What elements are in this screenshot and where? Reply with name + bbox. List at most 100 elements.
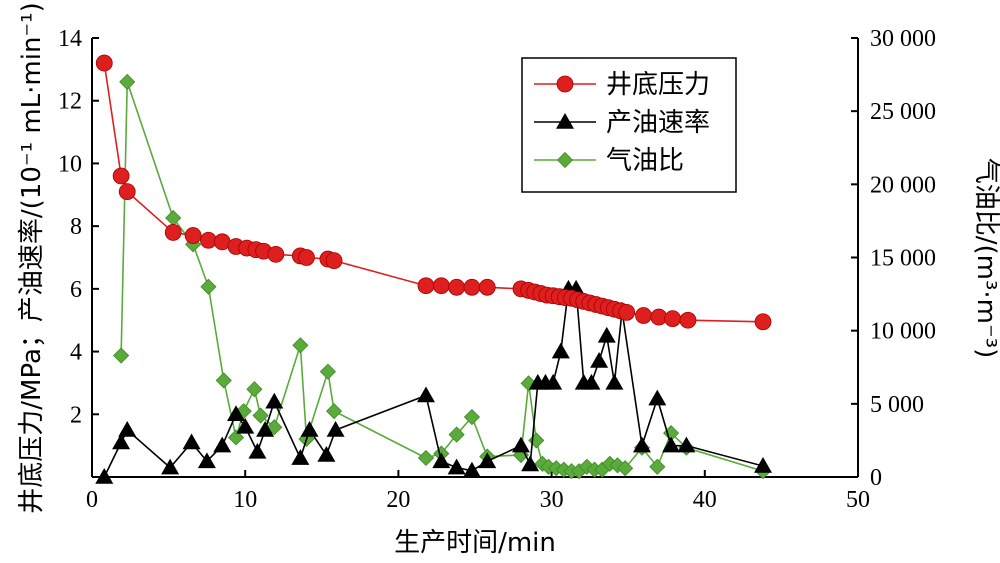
point-oil-rate	[213, 436, 232, 453]
point-oil-rate	[227, 405, 246, 422]
point-oil-rate	[677, 436, 696, 453]
point-gas-oil-ratio	[448, 426, 465, 443]
right-axis-title: 气油比/(m³·m⁻³)	[971, 158, 1000, 359]
right-tick-label: 15 000	[870, 246, 936, 272]
point-oil-rate	[182, 433, 201, 450]
right-tick-label: 20 000	[870, 172, 936, 198]
point-gas-oil-ratio	[649, 458, 666, 475]
point-pressure	[432, 277, 450, 295]
point-gas-oil-ratio	[463, 408, 481, 426]
point-gas-oil-ratio	[252, 407, 269, 424]
x-tick-label: 0	[86, 487, 98, 513]
series-oil-rate	[95, 279, 773, 484]
point-oil-rate	[605, 373, 624, 390]
left-tick-label: 10	[58, 151, 82, 177]
point-oil-rate	[478, 452, 497, 469]
point-gas-oil-ratio	[113, 347, 130, 364]
x-tick-label: 50	[846, 487, 870, 513]
x-tick-label: 10	[233, 487, 257, 513]
point-gas-oil-ratio	[119, 73, 136, 90]
point-pressure	[754, 313, 772, 331]
x-tick-label: 40	[693, 487, 717, 513]
right-tick-label: 10 000	[870, 319, 936, 345]
point-oil-rate	[300, 420, 319, 437]
point-oil-rate	[118, 420, 137, 437]
legend-label-gas-oil-ratio: 气油比	[606, 146, 684, 176]
point-pressure	[417, 277, 435, 295]
x-tick-label: 20	[386, 487, 410, 513]
point-gas-oil-ratio	[617, 460, 634, 477]
legend-marker-gas-oil-ratio	[556, 151, 574, 169]
point-oil-rate	[648, 389, 667, 406]
right-tick-label: 25 000	[870, 99, 936, 125]
series-pressure	[95, 54, 772, 331]
left-tick-label: 14	[58, 26, 82, 52]
point-pressure	[267, 245, 285, 263]
left-tick-label: 4	[70, 340, 82, 366]
point-oil-rate	[632, 436, 651, 453]
right-tick-label: 30 000	[870, 26, 936, 52]
point-gas-oil-ratio	[528, 432, 545, 449]
left-axis-ticks: 2 4 6 8 10 12 14	[58, 26, 99, 428]
point-oil-rate	[326, 420, 345, 437]
right-tick-label: 5 000	[870, 392, 924, 418]
point-gas-oil-ratio	[246, 381, 263, 398]
plot-frame	[91, 38, 859, 478]
point-oil-rate	[511, 436, 530, 453]
point-oil-rate	[754, 457, 773, 473]
point-pressure	[298, 249, 315, 266]
point-oil-rate	[248, 442, 267, 459]
point-pressure	[664, 310, 682, 328]
point-gas-oil-ratio	[165, 209, 182, 227]
point-oil-rate	[317, 446, 336, 462]
left-tick-label: 6	[70, 277, 82, 303]
point-oil-rate	[95, 468, 114, 484]
point-oil-rate	[551, 342, 570, 359]
point-oil-rate	[416, 386, 435, 403]
point-pressure	[112, 167, 130, 185]
point-gas-oil-ratio	[200, 278, 217, 295]
point-oil-rate	[582, 373, 601, 390]
left-tick-label: 8	[70, 214, 82, 240]
x-axis-ticks: 0 10 20 30 40 50	[86, 470, 870, 513]
point-oil-rate	[544, 373, 563, 390]
point-oil-rate	[161, 458, 180, 475]
point-oil-rate	[265, 392, 284, 409]
right-tick-label: 0	[870, 465, 882, 491]
point-oil-rate	[590, 351, 609, 368]
right-axis-ticks: 0 5 000 10 000 15 000 20 000 25 000 30 000	[851, 26, 936, 491]
point-pressure	[118, 183, 136, 201]
point-pressure	[618, 303, 636, 321]
point-oil-rate	[197, 452, 216, 469]
legend-label-pressure: 井底压力	[606, 70, 710, 100]
point-pressure	[679, 311, 697, 329]
point-oil-rate	[447, 458, 466, 475]
left-axis-title: 井底压力/MPa；产油速率/(10⁻¹ mL·min⁻¹)	[17, 2, 47, 513]
point-gas-oil-ratio	[325, 403, 343, 420]
point-oil-rate	[521, 455, 540, 472]
left-tick-label: 12	[58, 89, 82, 115]
point-pressure	[164, 224, 182, 241]
point-oil-rate	[236, 417, 255, 434]
point-oil-rate	[291, 449, 310, 465]
legend-marker-pressure	[556, 75, 574, 93]
point-pressure	[448, 278, 466, 296]
point-pressure	[635, 307, 652, 324]
left-tick-label: 2	[70, 402, 82, 428]
legend-marker-oil-rate	[556, 113, 574, 129]
point-gas-oil-ratio	[227, 429, 245, 446]
point-pressure	[325, 252, 343, 270]
point-oil-rate	[256, 420, 275, 437]
point-gas-oil-ratio	[319, 363, 336, 380]
point-oil-rate	[432, 452, 451, 469]
point-pressure	[95, 54, 113, 72]
point-gas-oil-ratio	[417, 449, 435, 467]
point-oil-rate	[112, 433, 131, 450]
series-layer	[95, 54, 773, 484]
x-axis-title: 生产时间/min	[394, 528, 556, 558]
legend-label-oil-rate: 产油速率	[606, 108, 710, 138]
x-tick-label: 30	[540, 487, 564, 513]
point-pressure	[478, 278, 496, 296]
